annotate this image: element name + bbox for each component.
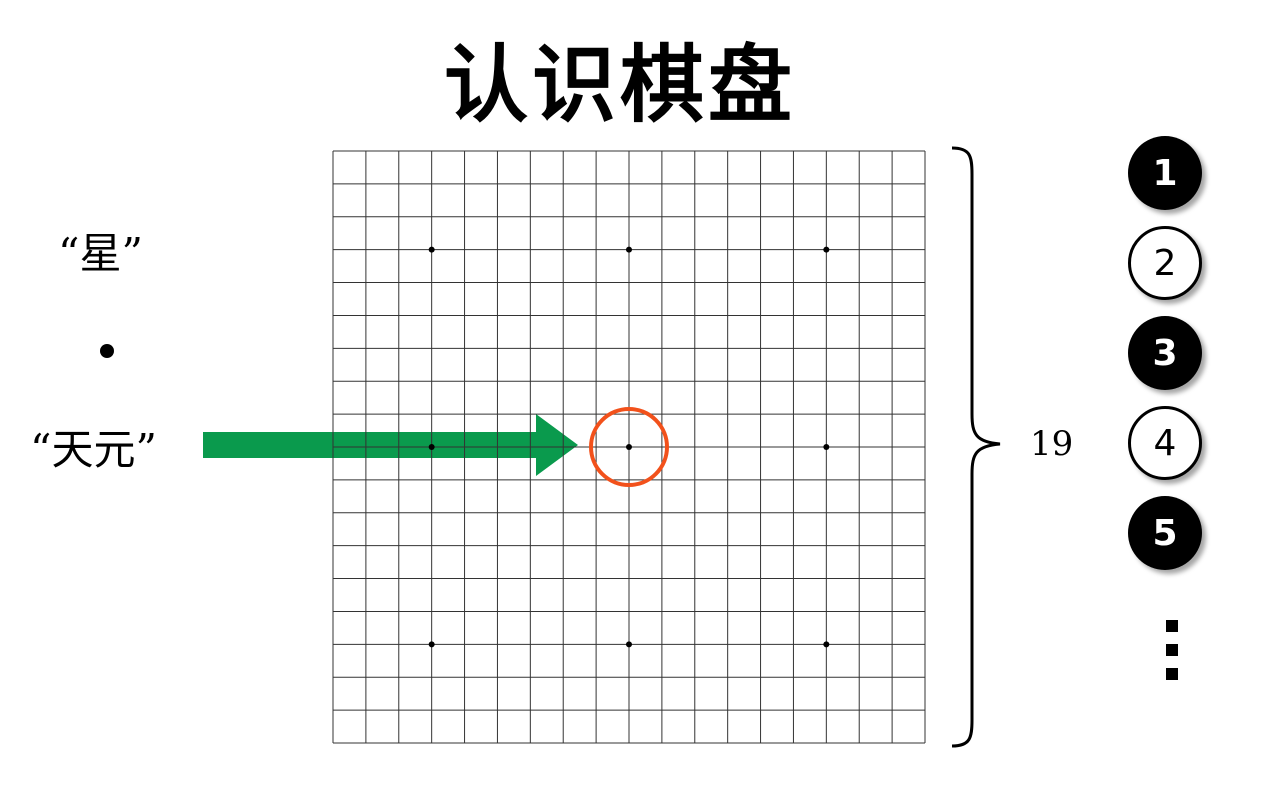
vertical-ellipsis-icon (1162, 620, 1182, 692)
star-point (823, 246, 830, 253)
numbered-stones-list: 1 2 3 4 5 (1128, 136, 1218, 586)
star-point (823, 444, 830, 450)
right-brace-icon (951, 146, 1001, 748)
green-arrow-icon (203, 414, 578, 476)
stone-4: 4 (1128, 406, 1202, 480)
star-point (626, 444, 632, 450)
star-point (626, 641, 632, 648)
star-point (428, 444, 435, 450)
stone-2: 2 (1128, 226, 1202, 300)
board-star-points (428, 246, 830, 648)
stone-1: 1 (1128, 136, 1202, 210)
page-title: 认识棋盘 (443, 35, 796, 134)
stone-3: 3 (1128, 316, 1202, 390)
tengen-highlight-circle (589, 407, 669, 487)
stone-5: 5 (1128, 496, 1202, 570)
star-demo-dot (100, 344, 114, 358)
star-point-illustration (38, 288, 168, 414)
tengen-label: “天元” (30, 425, 157, 474)
star-point (626, 246, 632, 253)
board-size-label: 19 (1030, 424, 1074, 464)
star-point-label: “星” (58, 229, 143, 278)
go-board (332, 150, 926, 744)
star-point (823, 641, 830, 648)
star-point (428, 641, 435, 648)
star-point (428, 246, 435, 253)
